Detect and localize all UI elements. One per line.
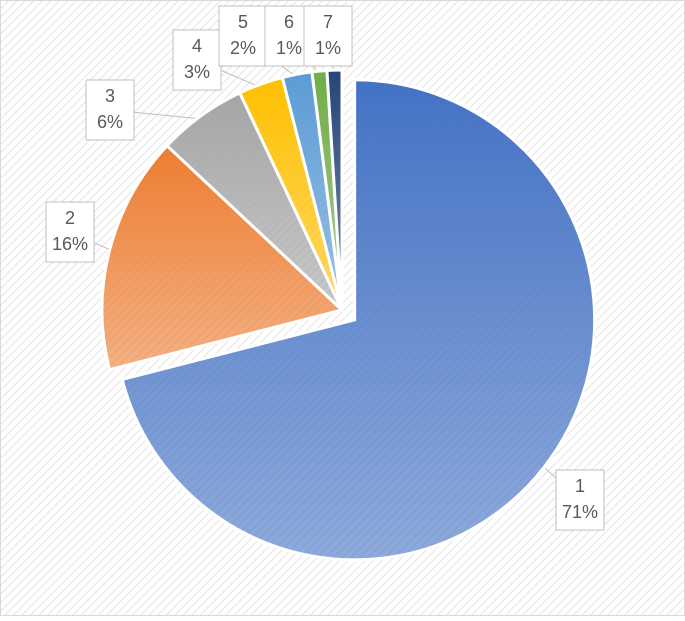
label-box bbox=[172, 29, 222, 91]
label-box bbox=[303, 5, 353, 67]
group: 171%216%36%43%52%61%71% bbox=[45, 5, 605, 531]
category-label: 6 bbox=[284, 12, 294, 32]
value-label: 3% bbox=[184, 62, 210, 82]
value-label: 6% bbox=[97, 112, 123, 132]
label-box bbox=[45, 201, 95, 263]
category-label: 5 bbox=[238, 12, 248, 32]
category-label: 1 bbox=[575, 476, 585, 496]
value-label: 1% bbox=[315, 38, 341, 58]
pie-slice bbox=[100, 143, 346, 372]
group bbox=[100, 68, 597, 562]
category-label: 7 bbox=[323, 12, 333, 32]
label-box bbox=[85, 79, 135, 141]
pie-slice bbox=[325, 68, 344, 311]
category-label: 2 bbox=[65, 208, 75, 228]
pie-slice bbox=[120, 78, 597, 562]
value-label: 16% bbox=[52, 234, 88, 254]
label-box bbox=[218, 5, 268, 67]
category-label: 4 bbox=[192, 36, 202, 56]
label-box bbox=[555, 469, 605, 531]
value-label: 71% bbox=[562, 502, 598, 522]
value-label: 1% bbox=[276, 38, 302, 58]
value-label: 2% bbox=[230, 38, 256, 58]
category-label: 3 bbox=[105, 86, 115, 106]
